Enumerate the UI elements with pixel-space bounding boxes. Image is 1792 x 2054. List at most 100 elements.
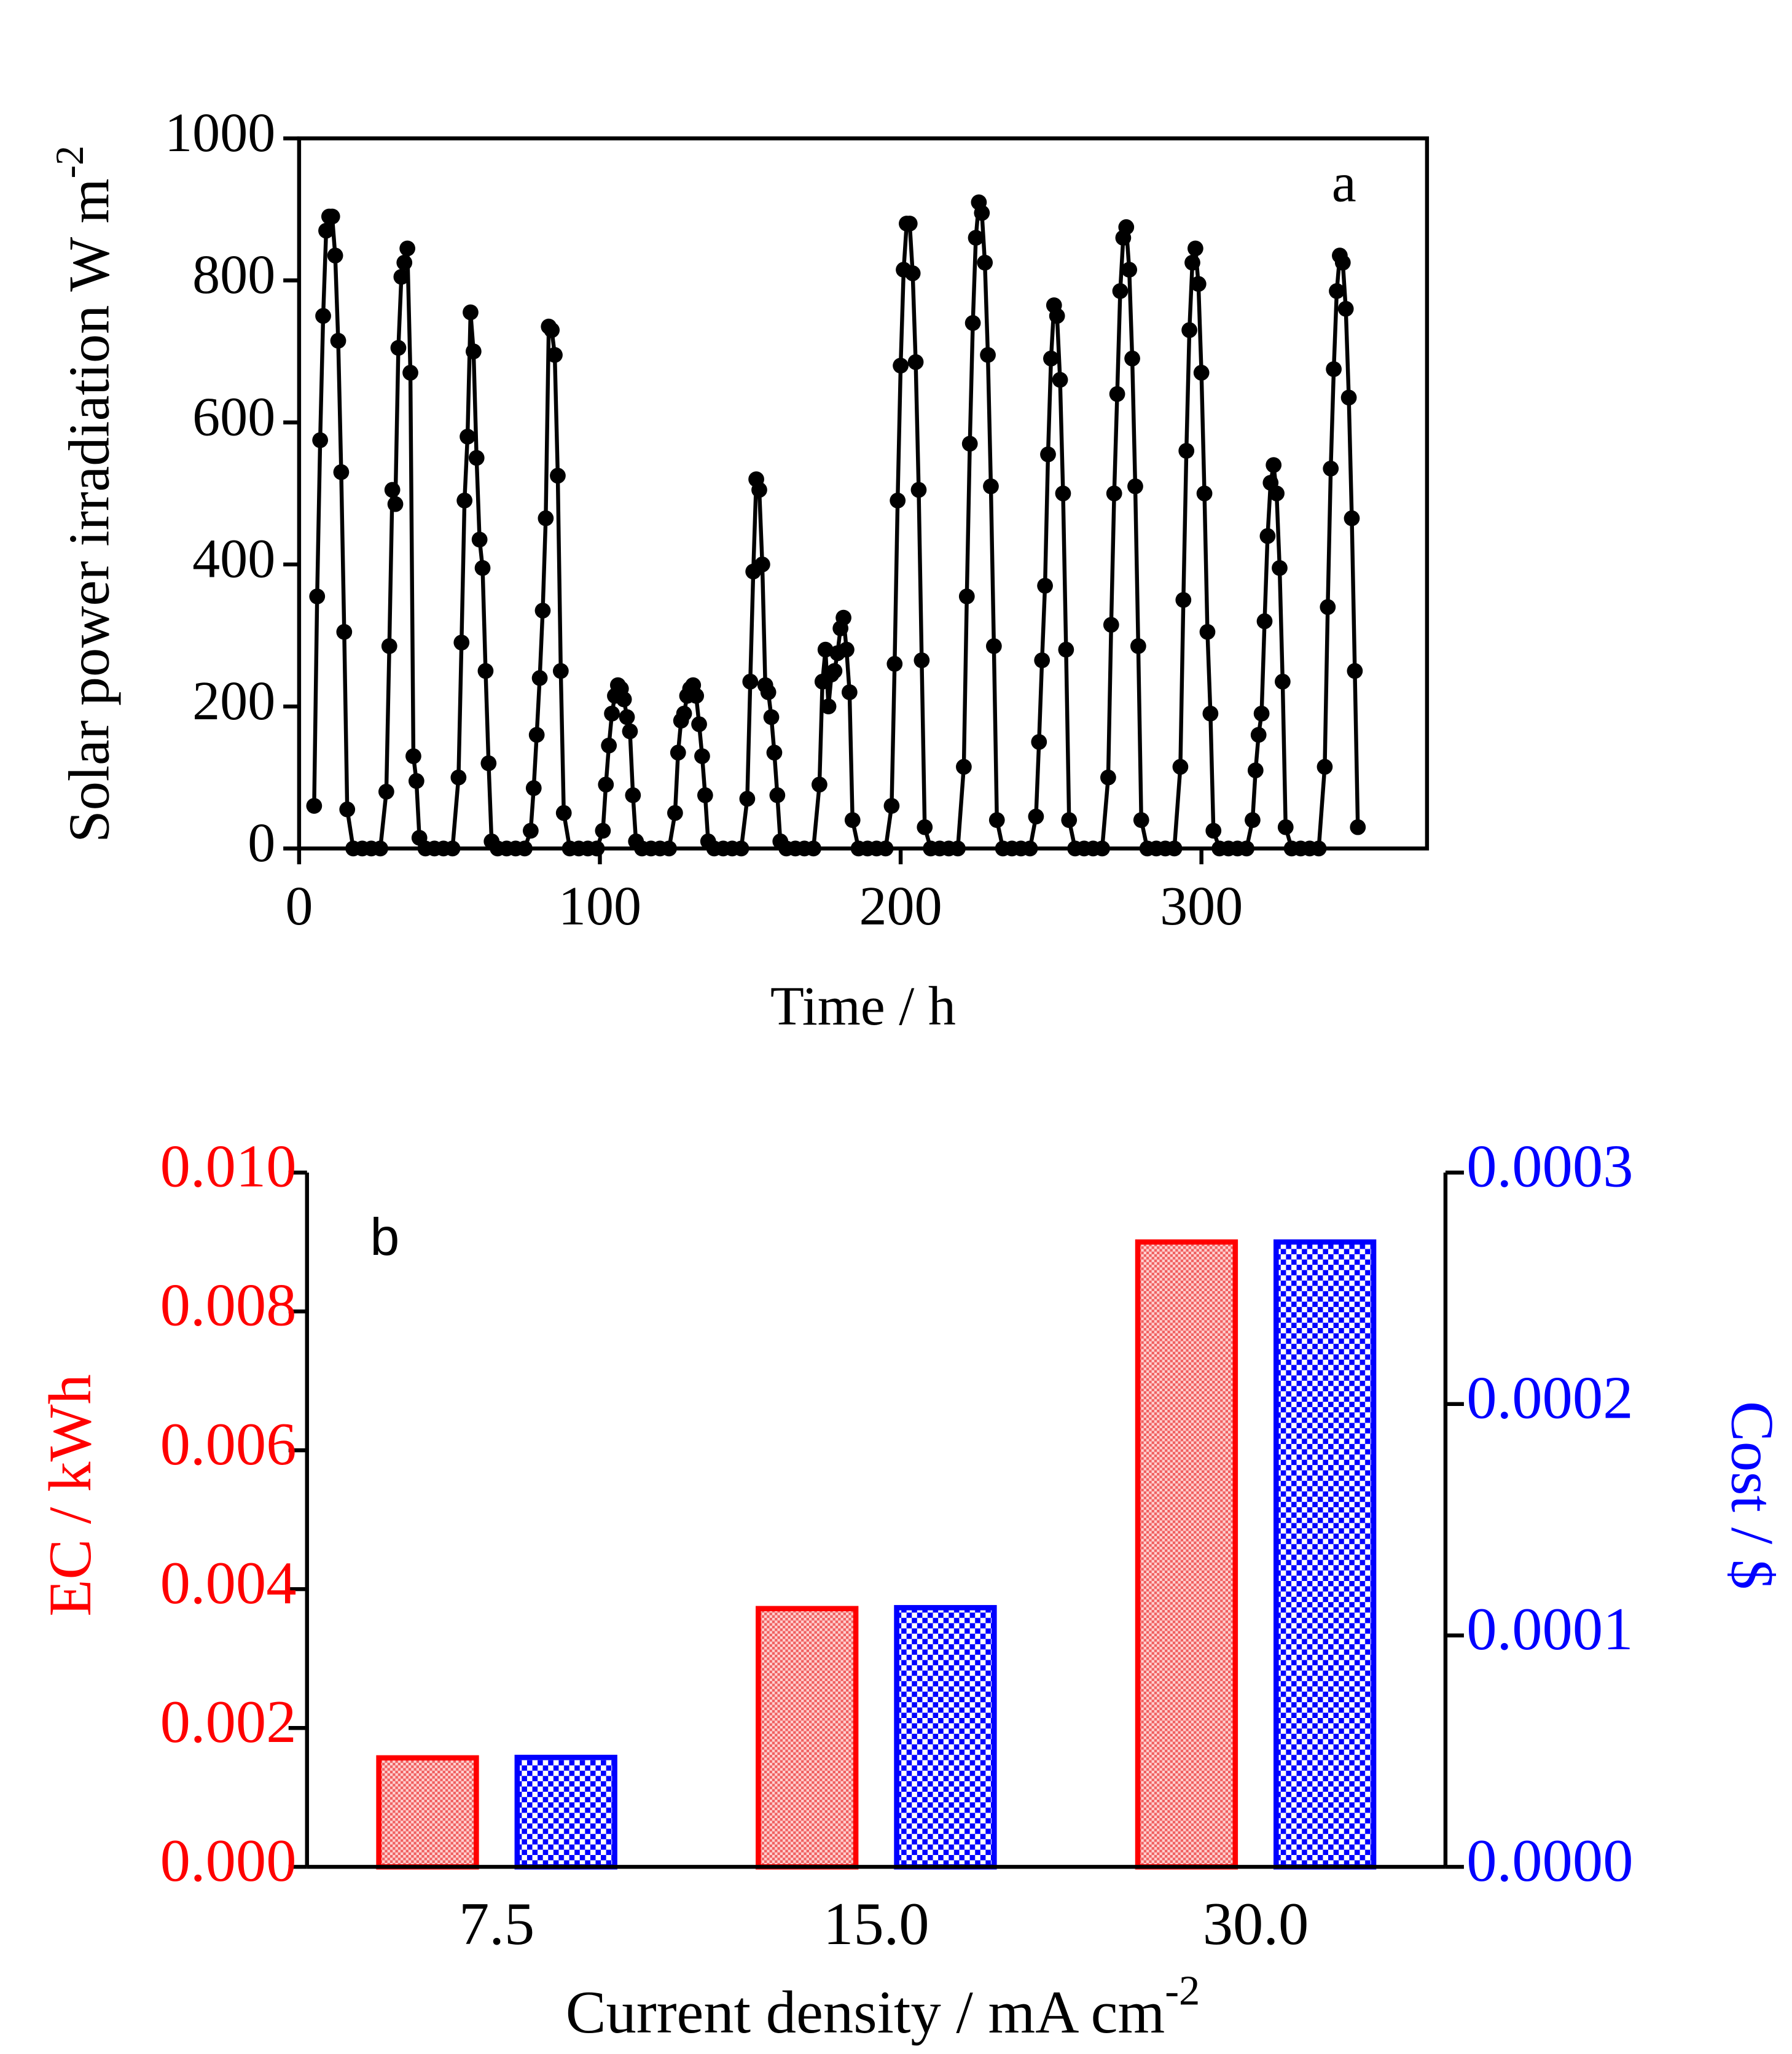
data-point [1133, 812, 1149, 828]
data-point [988, 812, 1005, 828]
data-point [1112, 283, 1129, 299]
data-point [523, 822, 539, 839]
data-point [766, 744, 783, 761]
bar [756, 1606, 859, 1870]
data-point [1196, 485, 1213, 502]
data-point [315, 308, 331, 324]
data-point [1259, 528, 1276, 544]
data-point [739, 791, 756, 807]
data-point [1130, 638, 1146, 654]
data-point [760, 684, 777, 700]
data-point [1347, 663, 1363, 679]
y-tick-label: 0 [248, 813, 275, 873]
data-point [1253, 705, 1270, 722]
data-point [1184, 254, 1200, 271]
data-point [742, 673, 759, 690]
data-point [691, 716, 707, 732]
data-point [914, 652, 930, 668]
data-point [1317, 759, 1333, 775]
data-point [405, 748, 421, 764]
data-point [1127, 478, 1143, 494]
y-tick-label: 400 [192, 529, 275, 590]
data-point [339, 801, 356, 818]
data-point [1272, 560, 1288, 576]
data-point [1061, 812, 1078, 828]
data-point [598, 776, 614, 793]
y-axis-label: EC / kWh [37, 1374, 104, 1617]
data-point [463, 304, 479, 321]
data-point [390, 340, 407, 356]
data-point [907, 354, 924, 370]
y-tick-label: 0.008 [160, 1272, 297, 1339]
data-point [958, 588, 975, 604]
data-point [480, 755, 497, 771]
data-point [408, 773, 425, 789]
data-point [1334, 254, 1351, 271]
x-axis-label-text: Current density / mA cm [566, 1979, 1165, 2046]
data-point [1326, 361, 1342, 377]
data-point [956, 759, 972, 775]
data-point [1181, 322, 1197, 338]
y-axis-label-text: Solar power irradiation W m [57, 179, 121, 843]
data-point [751, 482, 767, 498]
data-point [890, 493, 906, 509]
data-point [622, 723, 638, 740]
data-point [1055, 485, 1071, 502]
data-point [1043, 350, 1059, 367]
data-point [697, 787, 713, 803]
data-point [694, 748, 710, 764]
data-point [1100, 769, 1116, 786]
data-point [538, 510, 554, 526]
x-axis-label: Current density / mA cm-2 [566, 1967, 1200, 2045]
data-point [763, 709, 780, 725]
x-tick-label: 300 [1160, 876, 1243, 937]
y2-axis-label: Cost / $ [1718, 1401, 1785, 1590]
data-point [964, 315, 981, 331]
data-point [676, 705, 692, 722]
bar [894, 1605, 997, 1870]
data-point [974, 205, 990, 221]
bar [1274, 1239, 1377, 1870]
x-axis-label-sup: -2 [1165, 1967, 1200, 2013]
data-point [901, 216, 918, 232]
y-tick-label: 1000 [165, 103, 275, 163]
data-point [1274, 673, 1291, 690]
y-tick-label: 200 [192, 671, 275, 732]
data-point [985, 638, 1002, 654]
data-line [312, 201, 1360, 851]
data-point [1040, 446, 1056, 463]
data-point [1106, 485, 1122, 502]
x-tick-label: 7.5 [459, 1891, 534, 1958]
data-point [1350, 819, 1366, 835]
data-point [1037, 577, 1053, 594]
data-point [1190, 276, 1207, 292]
data-point [883, 798, 900, 814]
data-point [1052, 372, 1068, 388]
data-point [393, 268, 410, 285]
data-point [904, 265, 921, 281]
data-point [977, 254, 993, 271]
data-point [336, 623, 353, 640]
data-point [330, 332, 346, 349]
data-point [844, 812, 861, 828]
data-point [384, 482, 401, 498]
data-point [378, 784, 394, 800]
data-point [468, 450, 485, 466]
bar [1135, 1239, 1238, 1870]
data-point [1340, 389, 1357, 406]
data-point [525, 780, 542, 796]
bar [376, 1755, 479, 1870]
data-point [1329, 283, 1345, 299]
data-point [474, 560, 491, 576]
y-tick-label: 0.004 [160, 1550, 297, 1617]
y-tick-label: 0.002 [160, 1689, 297, 1755]
data-point [1121, 262, 1138, 278]
data-point [456, 493, 473, 509]
data-point [1266, 457, 1282, 473]
y-tick-label: 600 [192, 386, 275, 447]
data-point [552, 663, 569, 679]
data-point [460, 428, 475, 445]
y-tick-label: 0.006 [160, 1411, 297, 1478]
data-point [387, 496, 404, 512]
